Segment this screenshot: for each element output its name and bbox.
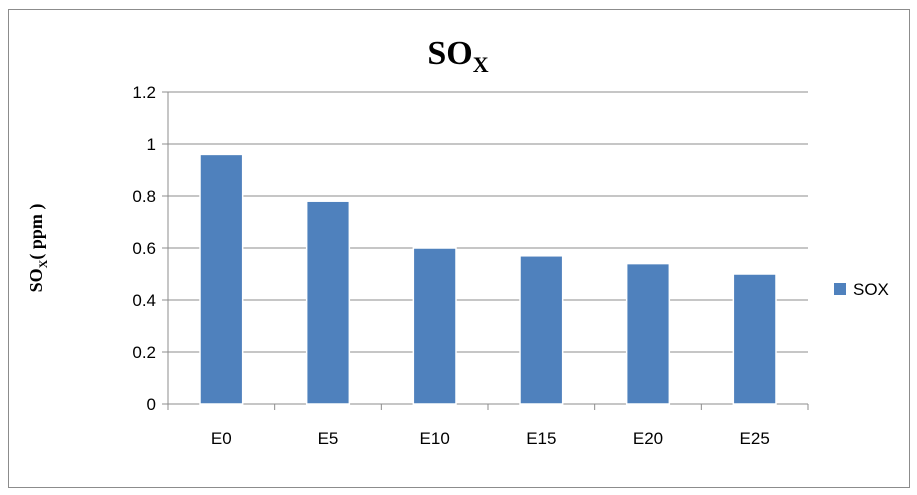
y-axis-label-subscript: X <box>36 259 50 268</box>
y-tick-label: 1 <box>147 135 156 154</box>
chart-title-subscript: X <box>473 52 489 77</box>
bar-e15 <box>519 255 564 405</box>
chart-title-main: SO <box>427 35 472 72</box>
bar-layer <box>199 153 777 405</box>
x-tick-label-e25: E25 <box>740 429 770 448</box>
x-tick-label-e0: E0 <box>211 429 232 448</box>
bar-e10 <box>412 247 457 405</box>
legend-label: SOX <box>853 280 889 299</box>
y-axis-label-suffix: ( ppm ) <box>26 204 47 260</box>
legend-swatch <box>834 283 846 295</box>
y-tick-label: 0.6 <box>132 239 156 258</box>
y-tick-label: 1.2 <box>132 83 156 102</box>
y-tick-label: 0 <box>147 395 156 414</box>
y-tick-label: 0.4 <box>132 291 156 310</box>
y-axis-label-main: SO <box>26 268 46 292</box>
bar-e25 <box>732 273 777 405</box>
x-tick-label-e5: E5 <box>318 429 339 448</box>
axis-layer <box>162 91 809 410</box>
x-tick-label-e20: E20 <box>633 429 663 448</box>
y-tick-label: 0.2 <box>132 343 156 362</box>
bar-e5 <box>305 200 351 405</box>
y-tick-label: 0.8 <box>132 187 156 206</box>
y-axis-label: SOX( ppm ) <box>26 204 50 293</box>
label-layer: 0 0.2 0.4 0.6 0.8 1 1.2 E0 E5 E10 E15 E20 E25 <box>132 83 769 448</box>
legend: SOX <box>834 280 889 299</box>
x-tick-label-e10: E10 <box>420 429 450 448</box>
chart-title: SOX <box>427 35 488 77</box>
x-tick-label-e15: E15 <box>526 429 556 448</box>
grid-layer <box>168 91 808 353</box>
bar-e20 <box>625 262 671 405</box>
svg-text:SOX( ppm ): SOX( ppm ) <box>26 204 50 293</box>
bar-e0 <box>199 153 244 405</box>
